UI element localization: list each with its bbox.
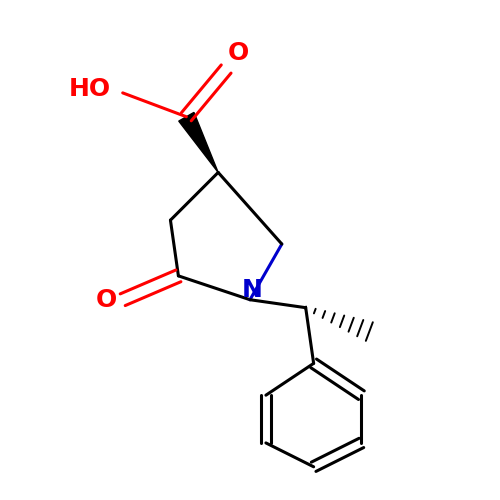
Text: HO: HO (68, 77, 111, 101)
Text: O: O (228, 41, 248, 65)
Text: N: N (242, 278, 262, 302)
Polygon shape (179, 112, 218, 172)
Text: O: O (96, 288, 118, 312)
